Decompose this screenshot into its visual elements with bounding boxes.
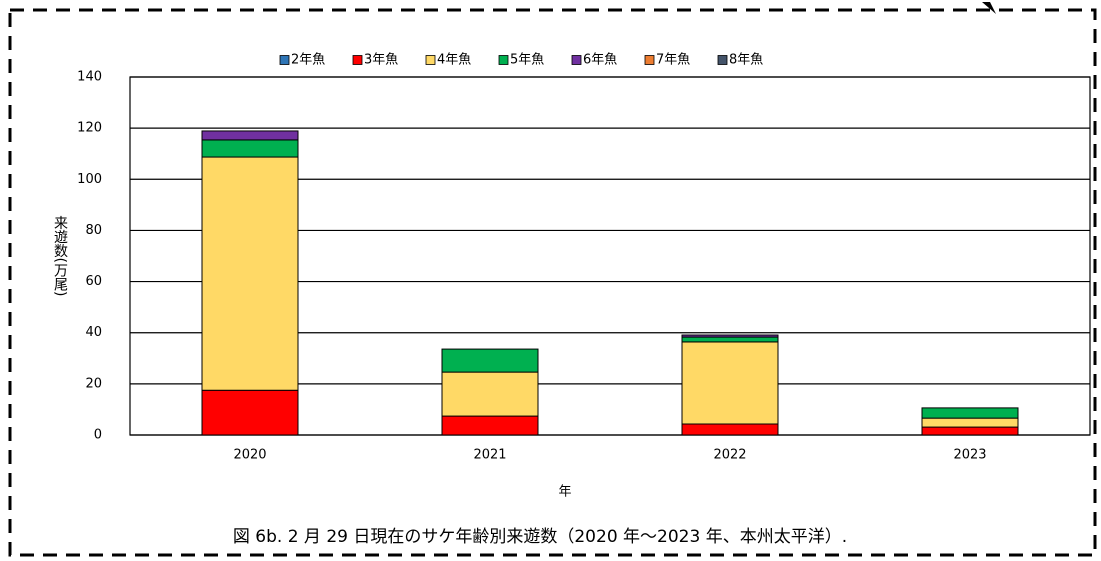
bar-segment bbox=[201, 139, 299, 158]
y-tick-label: 100 bbox=[77, 172, 102, 187]
bar-segment bbox=[201, 156, 299, 391]
legend-label: 5年魚 bbox=[510, 53, 544, 68]
legend-label: 8年魚 bbox=[729, 53, 763, 68]
bar-segment bbox=[681, 336, 779, 343]
bar-segment bbox=[681, 423, 779, 436]
caption: 図 6b. 2 月 29 日現在のサケ年齢別来遊数（2020 年～2023 年、… bbox=[233, 527, 847, 547]
bar-segment bbox=[921, 407, 1019, 419]
y-tick-label: 140 bbox=[77, 70, 102, 85]
legend-swatch bbox=[498, 55, 509, 65]
legend-swatch bbox=[571, 55, 582, 65]
x-tick-label: 2021 bbox=[473, 448, 506, 463]
legend-swatch bbox=[644, 55, 655, 65]
bar-segment bbox=[441, 415, 539, 436]
legend-swatch bbox=[425, 55, 436, 65]
legend-swatch bbox=[279, 55, 290, 65]
legend-swatch bbox=[352, 55, 363, 65]
legend-label: 3年魚 bbox=[364, 53, 398, 68]
plot-border bbox=[129, 76, 1091, 436]
bar-segment bbox=[921, 426, 1019, 436]
y-tick-label: 0 bbox=[94, 428, 102, 443]
bar-segment bbox=[201, 389, 299, 436]
x-tick-label: 2023 bbox=[953, 448, 986, 463]
legend-swatch bbox=[717, 55, 728, 65]
legend-label: 2年魚 bbox=[291, 53, 325, 68]
x-tick-label: 2022 bbox=[713, 448, 746, 463]
y-axis-title: 来遊数(万尾) bbox=[52, 216, 68, 297]
legend-label: 4年魚 bbox=[437, 53, 471, 68]
y-tick-label: 40 bbox=[85, 325, 102, 340]
x-tick-label: 2020 bbox=[233, 448, 266, 463]
legend-label: 7年魚 bbox=[656, 53, 690, 68]
y-tick-label: 120 bbox=[77, 121, 102, 136]
x-axis-title: 年 bbox=[558, 485, 571, 500]
bar-segment bbox=[681, 341, 779, 425]
bar-segment bbox=[681, 334, 779, 338]
legend-label: 6年魚 bbox=[583, 53, 617, 68]
bar-segment bbox=[441, 371, 539, 417]
bar-segment bbox=[441, 348, 539, 373]
y-tick-label: 60 bbox=[85, 274, 102, 289]
y-tick-label: 80 bbox=[85, 223, 102, 238]
arrow-head bbox=[982, 2, 996, 14]
bar-segment bbox=[201, 130, 299, 141]
bar-segment bbox=[921, 417, 1019, 428]
dashed-frame bbox=[8, 8, 1097, 557]
y-tick-label: 20 bbox=[85, 376, 102, 391]
